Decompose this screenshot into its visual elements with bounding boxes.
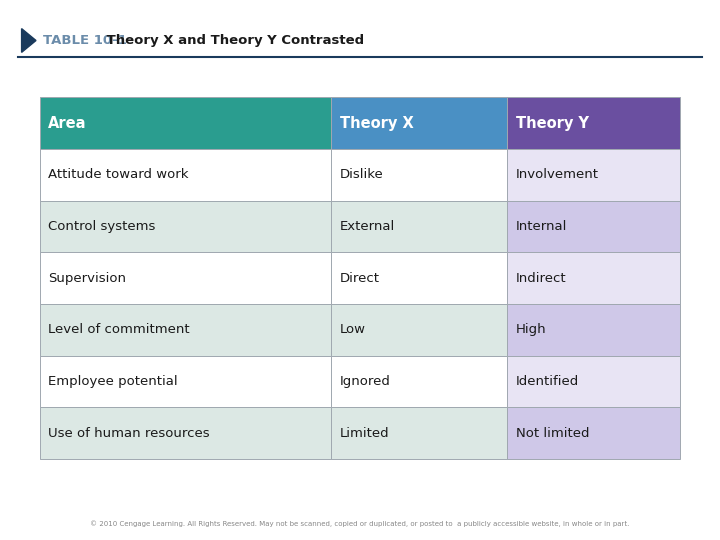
Text: Area: Area [48, 116, 86, 131]
Text: TABLE 10-1: TABLE 10-1 [43, 34, 127, 47]
Bar [331, 304, 508, 356]
Text: Control systems: Control systems [48, 220, 156, 233]
Text: Identified: Identified [516, 375, 580, 388]
Polygon shape [22, 29, 36, 52]
Text: Direct: Direct [340, 272, 380, 285]
Text: Level of commitment: Level of commitment [48, 323, 190, 336]
Bar [331, 149, 508, 200]
Text: Involvement: Involvement [516, 168, 599, 181]
Text: High: High [516, 323, 546, 336]
Text: Use of human resources: Use of human resources [48, 427, 210, 440]
Bar [40, 407, 331, 459]
Text: Internal: Internal [516, 220, 567, 233]
Text: Not limited: Not limited [516, 427, 590, 440]
Bar [40, 200, 331, 252]
Bar [508, 97, 680, 149]
Text: Supervision: Supervision [48, 272, 126, 285]
Text: Attitude toward work: Attitude toward work [48, 168, 189, 181]
Bar [40, 252, 331, 304]
Bar [508, 252, 680, 304]
Bar [40, 97, 331, 149]
Text: Low: Low [340, 323, 366, 336]
Bar [331, 407, 508, 459]
Text: Indirect: Indirect [516, 272, 567, 285]
Bar [508, 407, 680, 459]
Bar [508, 356, 680, 407]
Bar [331, 97, 508, 149]
Bar [331, 252, 508, 304]
Text: Dislike: Dislike [340, 168, 384, 181]
Bar [508, 304, 680, 356]
Bar [508, 149, 680, 200]
Text: External: External [340, 220, 395, 233]
Text: Ignored: Ignored [340, 375, 391, 388]
Text: Theory Y: Theory Y [516, 116, 589, 131]
Bar [40, 149, 331, 200]
Text: Theory X: Theory X [340, 116, 413, 131]
Bar [40, 304, 331, 356]
Bar [331, 356, 508, 407]
Bar [331, 200, 508, 252]
Text: © 2010 Cengage Learning. All Rights Reserved. May not be scanned, copied or dupl: © 2010 Cengage Learning. All Rights Rese… [90, 521, 630, 527]
Text: Limited: Limited [340, 427, 390, 440]
Text: Employee potential: Employee potential [48, 375, 178, 388]
Bar [508, 200, 680, 252]
Text: Theory X and Theory Y Contrasted: Theory X and Theory Y Contrasted [102, 34, 364, 47]
Bar [40, 356, 331, 407]
